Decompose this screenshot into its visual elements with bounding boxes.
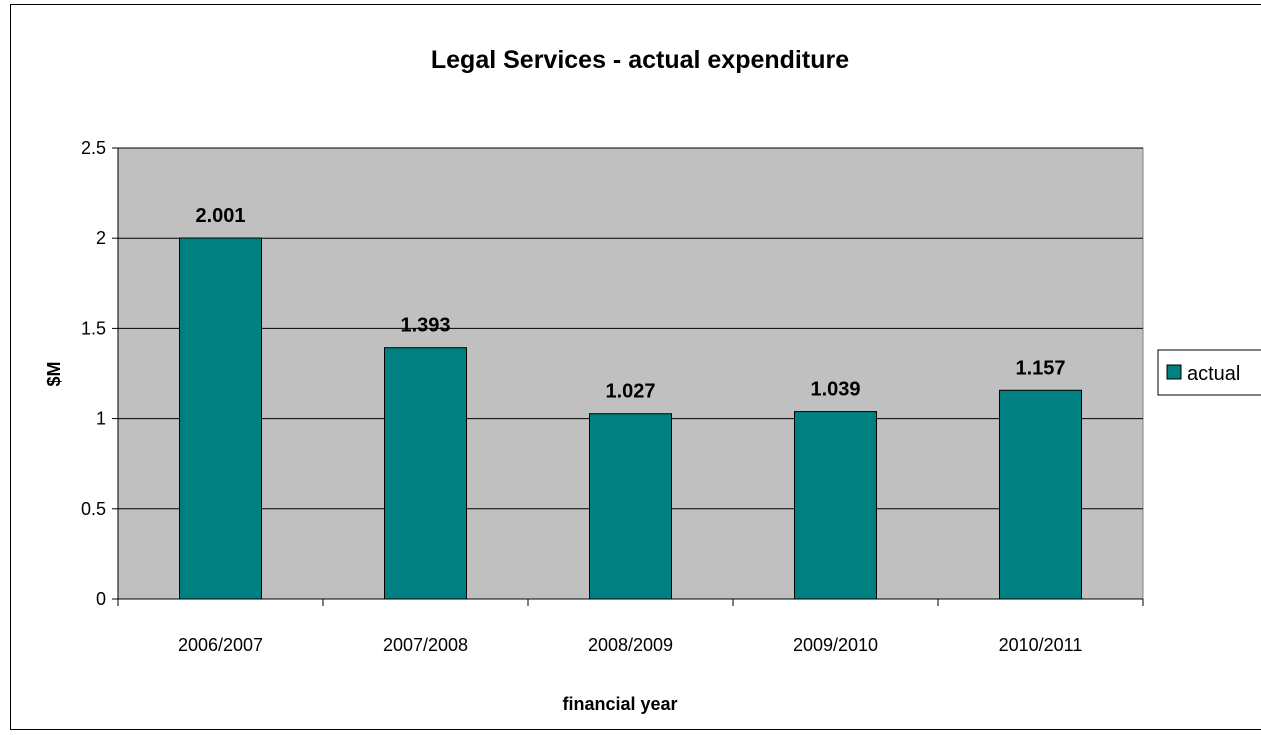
y-tick-label: 2 <box>96 228 106 248</box>
data-label: 1.027 <box>605 381 655 403</box>
bar <box>384 347 467 600</box>
x-axis-ticks: 2006/2007 2007/2008 2008/2009 2009/2010 2010… <box>117 598 1144 655</box>
x-tick-label: 2006/2007 <box>178 635 263 655</box>
y-axis-title: $M <box>44 361 64 386</box>
y-tick-label: 2.5 <box>81 138 106 158</box>
legend-swatch <box>1166 364 1182 380</box>
bars <box>179 237 1082 600</box>
data-label: 1.039 <box>810 379 860 401</box>
bar <box>179 237 262 600</box>
x-tick-label: 2007/2008 <box>383 635 468 655</box>
data-label: 1.393 <box>400 315 450 337</box>
chart-title: Legal Services - actual expenditure <box>431 46 849 74</box>
legend: actual <box>1157 349 1261 396</box>
y-tick-label: 1.5 <box>81 318 106 338</box>
y-tick-label: 1 <box>96 409 106 429</box>
bar <box>999 389 1082 600</box>
y-axis-ticks: 0 0.5 1 1.5 2 2.5 <box>81 138 119 609</box>
bar <box>589 413 672 600</box>
x-tick-label: 2009/2010 <box>793 635 878 655</box>
y-tick-label: 0 <box>96 589 106 609</box>
data-label: 1.157 <box>1015 357 1065 379</box>
x-tick-label: 2008/2009 <box>588 635 673 655</box>
legend-label: actual <box>1187 363 1240 385</box>
data-label: 2.001 <box>195 205 245 227</box>
x-axis-title: financial year <box>562 694 677 714</box>
x-tick-label: 2010/2011 <box>999 635 1083 655</box>
bar <box>794 411 877 600</box>
y-tick-label: 0.5 <box>81 499 106 519</box>
data-labels: 2.001 1.393 1.027 1.039 1.157 <box>195 205 1065 403</box>
